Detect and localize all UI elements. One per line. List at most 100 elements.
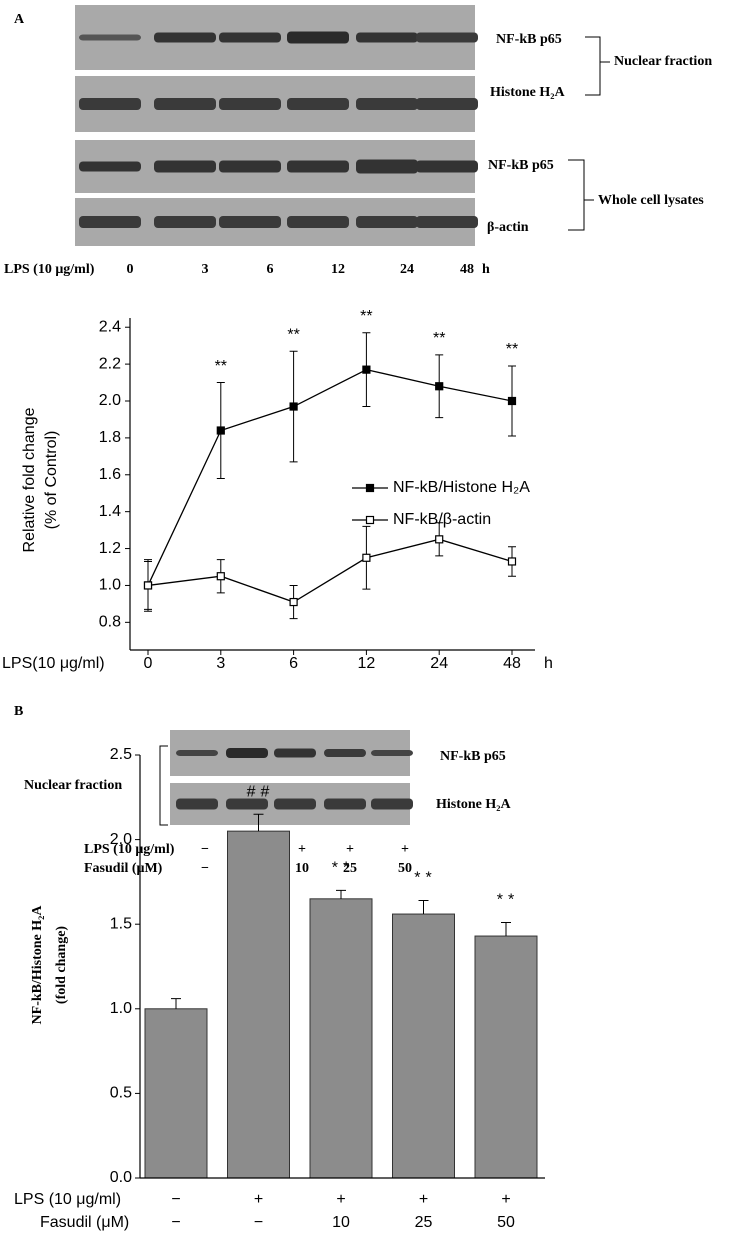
x-row-label: Fasudil (μM) [40,1214,129,1231]
y-tick-label: 1.0 [99,577,121,594]
x-tick-label: + [501,1191,510,1208]
blot-band [356,159,418,174]
blot-band [219,98,281,110]
y-tick-label: 1.6 [99,466,121,483]
blot-band [416,98,478,110]
bracket [585,36,610,96]
series-line [147,538,513,603]
y-tick-label: 0.5 [110,1085,132,1102]
marker [507,396,517,406]
marker [289,597,298,607]
blot-label: − [201,842,209,857]
blot-band [219,32,281,43]
blot-label: NF-kB p65 [496,32,562,47]
x-row-label: LPS (10 μg/ml) [14,1191,121,1208]
blot-band [287,216,349,228]
blot-label: 48 [460,262,474,277]
blot-label: β-actin [487,220,529,235]
x-tick-label: 12 [358,655,376,672]
annotation: ** [414,870,436,887]
y-tick-label: 1.4 [99,503,121,520]
bar [309,898,373,1179]
error-bar [418,900,429,915]
panel-label: B [14,704,23,719]
blot-label: 50 [398,861,412,876]
error-bar [336,889,346,899]
blot-label: 10 [295,861,309,876]
marker [216,426,225,435]
blot-label: Whole cell lysates [598,193,704,208]
x-tick-label: 6 [289,655,298,672]
blot-band [287,98,349,110]
x-tick-label: + [336,1191,345,1208]
x-tick-label: + [254,1191,263,1208]
blot-label: LPS (10 μg/ml) [4,262,95,277]
blots [75,5,478,825]
annotation: ** [215,358,227,375]
blot-band [324,798,366,810]
blot-band [226,798,268,810]
y-tick-label: 2.0 [99,392,121,409]
y-tick-label: 2.0 [110,831,132,848]
legend-label: NF-kB/Histone H₂A [393,479,530,496]
marker [507,557,517,566]
y-tick-label: 1.0 [110,1000,132,1017]
blot-band [226,748,268,758]
x-tick-label: 25 [415,1214,433,1231]
blot-band [219,160,281,173]
blot-band [219,216,281,228]
blot-band [287,31,349,44]
annotation: ** [433,330,445,347]
marker [365,483,375,493]
panel-label: A [14,12,25,27]
blot-band [154,160,216,173]
x-tick-label: − [171,1191,180,1208]
blot-label: + [401,842,409,857]
blot-band [356,216,418,228]
marker [435,535,444,544]
annotation: ## [247,783,275,800]
bar [227,830,290,1179]
error-bar [501,922,511,937]
blot-label: h [482,262,490,277]
blot-label: Histone H₂A [490,85,565,100]
blot-band [356,32,418,43]
marker [143,581,153,590]
blot-band [274,798,316,810]
blot-band [79,161,141,172]
annotation: ** [506,341,518,358]
blot-label: 0 [127,262,134,277]
blot-band [371,798,413,810]
bar [474,935,538,1179]
x-tick-label: 0 [144,655,153,672]
bar [144,1008,208,1179]
x-tick-label: 3 [216,655,225,672]
blot-label: Nuclear fraction [614,54,712,69]
blot-band [79,216,141,228]
blot-label: LPS (10 μg/ml) [84,842,175,857]
x-tick-label: 24 [430,655,448,672]
series-line [147,368,513,586]
marker [362,365,371,374]
legend-label: NF-kB/β-actin [393,511,491,528]
annotation: ** [360,308,372,325]
blot-band [416,32,478,43]
y-tick-label: 2.4 [99,318,121,335]
x-tick-label: 10 [332,1214,350,1231]
y-tick-label: 1.2 [99,540,121,557]
y-tick-label: 1.5 [110,915,132,932]
blot-label: 25 [343,861,357,876]
blot-band [79,98,141,110]
blot-band [416,160,478,173]
blot-label: + [346,842,354,857]
blot-label: 24 [400,262,414,277]
y-tick-label: 2.2 [99,355,121,372]
blot-band [356,98,418,110]
blot-label: NF-kB p65 [488,158,554,173]
blot-band [416,216,478,228]
annotation: ** [332,860,354,877]
y-tick-label: 0.0 [110,1169,132,1186]
blot-label: NF-kB p65 [440,749,506,764]
blot-label: − [201,861,209,876]
